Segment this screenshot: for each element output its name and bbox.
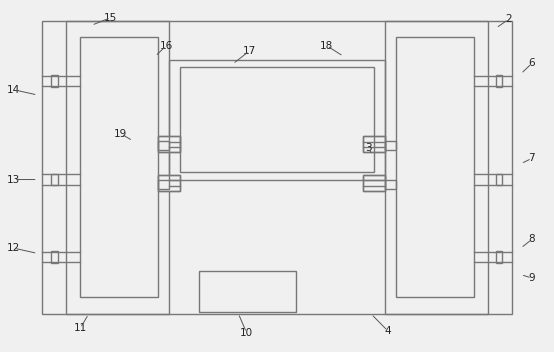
Text: 19: 19 (114, 129, 127, 139)
Text: 4: 4 (384, 326, 391, 336)
Text: 8: 8 (529, 234, 535, 244)
Text: 18: 18 (320, 41, 334, 51)
Text: 7: 7 (529, 153, 535, 163)
Polygon shape (158, 136, 180, 152)
Text: 2: 2 (505, 14, 512, 24)
Polygon shape (396, 37, 474, 297)
Text: 16: 16 (160, 41, 173, 51)
Polygon shape (363, 136, 385, 152)
Text: 17: 17 (243, 46, 256, 56)
Text: 13: 13 (7, 175, 20, 184)
Text: 3: 3 (365, 143, 372, 153)
Text: 9: 9 (529, 273, 535, 283)
Text: 12: 12 (7, 243, 20, 253)
Polygon shape (80, 37, 158, 297)
Text: 14: 14 (7, 85, 20, 95)
Polygon shape (158, 175, 180, 191)
Text: 6: 6 (529, 58, 535, 68)
Text: 11: 11 (74, 323, 87, 333)
Text: 10: 10 (240, 328, 253, 338)
Polygon shape (363, 175, 385, 191)
Text: 15: 15 (104, 13, 117, 23)
